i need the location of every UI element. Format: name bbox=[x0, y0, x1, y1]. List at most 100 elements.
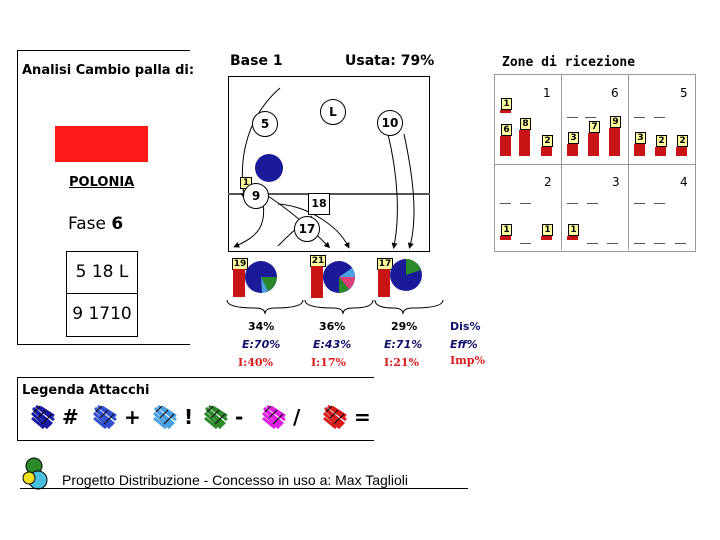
zone-tag: 3 bbox=[568, 132, 579, 144]
zone-bar bbox=[567, 236, 578, 240]
footer-line bbox=[20, 488, 468, 489]
attack-bar bbox=[311, 266, 323, 298]
attack-pie bbox=[390, 259, 422, 291]
zone-tag: 2 bbox=[542, 135, 553, 147]
zone-number: 3 bbox=[612, 175, 620, 189]
zone-bar bbox=[500, 236, 511, 240]
attack-count: 17 bbox=[377, 258, 393, 270]
usage-label: Usata: 79% bbox=[345, 53, 435, 69]
zone-bar bbox=[655, 147, 666, 156]
base-label: Base 1 bbox=[230, 53, 283, 69]
zone-empty-mark bbox=[567, 203, 578, 204]
legend-symbol: + bbox=[124, 405, 141, 429]
zone-tag: 1 bbox=[501, 98, 512, 110]
player-libero: L bbox=[320, 99, 346, 125]
zone-bar bbox=[609, 128, 620, 156]
zone-number: 1 bbox=[543, 86, 551, 100]
player-10: 10 bbox=[377, 110, 403, 136]
stat-eff: E:70% bbox=[242, 338, 281, 351]
zone-tag: 2 bbox=[677, 135, 688, 147]
zone-empty-mark bbox=[587, 243, 598, 244]
zone-bar bbox=[500, 136, 511, 156]
zone-tag: 8 bbox=[520, 118, 531, 130]
stat-dis: 34% bbox=[248, 320, 275, 333]
attack-scribble-icon bbox=[152, 404, 177, 430]
legend-imp: Imp% bbox=[450, 354, 485, 367]
logo-icon bbox=[22, 457, 48, 490]
zone-empty-mark bbox=[587, 203, 598, 204]
rotation-table: 5 18 L 9 1710 bbox=[66, 251, 138, 337]
group-braces bbox=[226, 299, 444, 315]
zone-tag: 3 bbox=[635, 132, 646, 144]
stat-dis: 36% bbox=[319, 320, 346, 333]
zone-tag: 7 bbox=[589, 121, 600, 133]
stat-imp: I:40% bbox=[238, 356, 273, 369]
zone-bar bbox=[519, 130, 530, 156]
attack-legend: Legenda Attacchi bbox=[17, 377, 374, 441]
zone-empty-mark bbox=[654, 117, 665, 118]
zone-bar bbox=[500, 110, 511, 113]
legend-eff: Eff% bbox=[450, 338, 478, 351]
player-18: 18 bbox=[308, 193, 330, 215]
zone-empty-mark bbox=[585, 117, 596, 118]
zone-divider bbox=[628, 74, 629, 250]
zone-bar bbox=[541, 147, 552, 156]
player-17: 17 bbox=[294, 216, 320, 242]
stat-eff: E:43% bbox=[313, 338, 352, 351]
zone-empty-mark bbox=[520, 243, 531, 244]
stat-imp: I:21% bbox=[384, 356, 419, 369]
zone-number: 4 bbox=[680, 175, 688, 189]
attack-scribble-icon bbox=[261, 404, 286, 430]
legend-symbol: # bbox=[62, 405, 79, 429]
zone-tag: 6 bbox=[501, 124, 512, 136]
zone-bar bbox=[588, 133, 599, 156]
attack-scribble-icon bbox=[30, 404, 55, 430]
zone-tag: 2 bbox=[656, 135, 667, 147]
zone-divider bbox=[561, 74, 562, 250]
team-name: POLONIA bbox=[69, 175, 135, 190]
footer-owner: Max Taglioli bbox=[335, 472, 409, 488]
reception-grid bbox=[494, 74, 696, 252]
zone-empty-mark bbox=[607, 243, 618, 244]
zone-bar bbox=[634, 144, 645, 156]
rotation-cell: 9 1710 bbox=[72, 304, 132, 324]
stat-dis: 29% bbox=[391, 320, 418, 333]
legend-symbol: / bbox=[293, 405, 301, 429]
stat-imp: I:17% bbox=[311, 356, 346, 369]
attack-pie bbox=[323, 261, 355, 293]
zone-empty-mark bbox=[567, 117, 578, 118]
zone-empty-mark bbox=[654, 243, 665, 244]
rotation-cell: 5 18 L bbox=[67, 252, 137, 294]
team-color-box bbox=[55, 126, 148, 162]
panel-title: Analisi Cambio palla di: bbox=[22, 63, 195, 78]
zone-bar bbox=[676, 147, 687, 156]
stat-eff: E:71% bbox=[384, 338, 423, 351]
zone-bar bbox=[567, 144, 578, 156]
setter-marker bbox=[255, 154, 283, 182]
player-5: 5 bbox=[252, 111, 278, 137]
attack-scribble-icon bbox=[322, 404, 347, 430]
court bbox=[228, 76, 430, 252]
zone-tag: 1 bbox=[568, 224, 579, 236]
attack-scribble-icon bbox=[203, 404, 228, 430]
attack-pie bbox=[245, 261, 277, 293]
zone-empty-mark bbox=[675, 243, 686, 244]
zone-empty-mark bbox=[500, 203, 511, 204]
zone-empty-mark bbox=[654, 203, 665, 204]
zone-number: 5 bbox=[680, 86, 688, 100]
player-9: 9 bbox=[243, 183, 269, 209]
legend-symbol: - bbox=[235, 405, 244, 429]
footer-label: Progetto Distribuzione - Concesso in uso… bbox=[62, 472, 332, 488]
fase-label: Fase bbox=[68, 214, 106, 234]
zone-bar bbox=[541, 236, 552, 240]
zone-tag: 1 bbox=[542, 224, 553, 236]
legend-symbol: ! bbox=[184, 405, 194, 429]
fase-value: 6 bbox=[111, 214, 124, 234]
legend-symbol: = bbox=[354, 405, 371, 429]
legend-dis: Dis% bbox=[450, 320, 481, 333]
zone-divider bbox=[494, 164, 695, 165]
zone-number: 6 bbox=[611, 86, 619, 100]
zone-empty-mark bbox=[634, 203, 645, 204]
zone-empty-mark bbox=[634, 117, 645, 118]
attack-scribble-icon bbox=[92, 404, 117, 430]
